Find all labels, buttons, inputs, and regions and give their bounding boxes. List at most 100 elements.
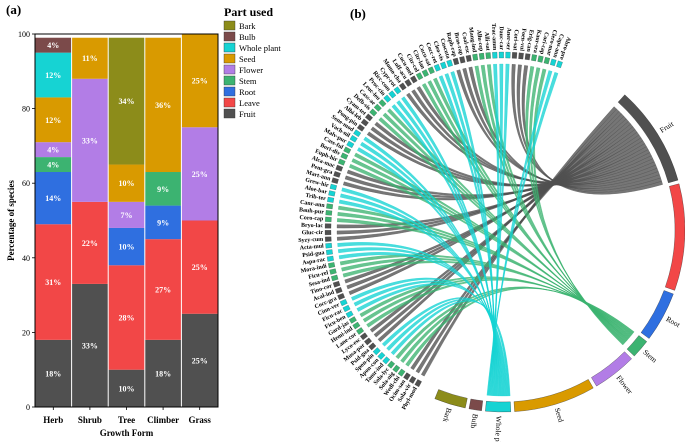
species-arc — [327, 196, 335, 203]
species-arc — [331, 177, 339, 184]
species-arc — [324, 230, 332, 236]
chord-link — [366, 131, 649, 187]
target-label: Seed — [553, 407, 566, 424]
bar-segment — [72, 37, 108, 79]
target-arc — [591, 351, 632, 387]
chord-link — [450, 71, 495, 396]
bar-segment — [181, 127, 218, 221]
species-label: Acta-mul — [300, 243, 325, 251]
legend-entry: Stem — [239, 76, 257, 86]
chord-link — [525, 66, 625, 345]
bar-value-label: 14% — [45, 194, 61, 203]
bar-value-label: 34% — [119, 97, 135, 106]
species-label: Coro-cap — [299, 215, 324, 222]
species-arc — [335, 164, 344, 172]
legend-entry: Whole plant — [239, 43, 281, 53]
bar-value-label: 7% — [121, 211, 133, 220]
bar-value-label: 27% — [155, 286, 171, 295]
bar-value-label: 33% — [82, 136, 98, 145]
target-label: Stem — [641, 348, 659, 365]
species-arc — [337, 293, 345, 300]
species-arc — [378, 99, 387, 108]
species-arc — [505, 51, 511, 59]
chord-link — [337, 212, 631, 338]
chord-link — [511, 64, 661, 191]
species-arc — [372, 347, 381, 356]
bar-segment — [181, 313, 218, 407]
bar-segment — [35, 224, 72, 340]
species-arc — [446, 59, 453, 68]
species-arc — [331, 274, 339, 282]
species-arc — [364, 337, 372, 346]
bar-segment — [145, 339, 181, 407]
chord-link — [410, 111, 622, 371]
bar-segment — [35, 172, 72, 225]
y-tick-label: 60 — [22, 179, 30, 188]
species-arc — [399, 82, 407, 91]
species-label: Bras-rap — [453, 32, 464, 56]
species-arc — [337, 158, 346, 166]
species-arc — [356, 327, 364, 335]
species-arc — [485, 52, 491, 59]
bar-segment — [181, 220, 218, 314]
y-tick-label: 0 — [26, 403, 30, 412]
legend-swatch — [223, 53, 236, 64]
species-arc — [326, 249, 333, 255]
bar-segment — [108, 265, 145, 370]
species-label: Kaur-sra — [532, 29, 542, 53]
bar-value-label: 18% — [155, 369, 171, 378]
species-arc — [377, 351, 386, 360]
species-label: Sesa-ind — [308, 277, 331, 289]
bar-value-label: 31% — [45, 278, 61, 287]
chord-link — [486, 64, 625, 344]
legend-title: Part used — [224, 5, 273, 19]
bar-value-label: 28% — [119, 313, 135, 322]
stacked-bar-chart: 18% 31% 14% 4% 4% 12% 12% 4% Herb 33% 22% 33% 11% Shr… — [6, 30, 219, 438]
species-arc — [325, 236, 332, 242]
bar-segment — [108, 201, 145, 228]
species-arc — [421, 69, 429, 77]
species-arc — [492, 51, 498, 59]
species-arc — [345, 310, 354, 318]
legend-swatch — [223, 20, 236, 31]
species-arc — [373, 103, 382, 112]
chord-link — [341, 187, 501, 397]
species-arc — [335, 287, 343, 294]
x-tick-label: Shrub — [78, 415, 102, 425]
chord-link — [360, 141, 499, 397]
chord-link — [468, 66, 660, 189]
target-label: Bulb — [469, 413, 480, 429]
species-arc — [346, 140, 355, 149]
species-arc — [326, 203, 334, 210]
target-arc — [434, 389, 468, 409]
panel-b-label: (b) — [350, 6, 366, 21]
species-arc — [368, 342, 377, 351]
chord-link — [344, 140, 645, 199]
y-tick-label: 20 — [22, 328, 30, 337]
y-axis-label: Percentage of species — [6, 180, 16, 261]
legend-swatch — [223, 97, 236, 108]
chord-link — [480, 64, 626, 344]
species-arc — [333, 171, 341, 178]
species-arc — [511, 52, 518, 59]
chord-link — [421, 106, 617, 377]
species-arc — [465, 54, 472, 62]
bar-value-label: 9% — [157, 185, 169, 194]
bar-segment — [35, 52, 72, 98]
bar-value-label: 4% — [47, 146, 59, 155]
bar-segment — [72, 201, 108, 284]
species-label: Psid-gua — [302, 250, 325, 259]
species-arc — [328, 190, 336, 197]
bar-segment — [72, 78, 108, 202]
species-arc — [410, 75, 418, 84]
species-arc — [550, 58, 557, 67]
bar-value-label: 10% — [119, 384, 135, 393]
target-arc — [626, 335, 647, 357]
chord-link — [416, 86, 656, 186]
bar-segment — [35, 97, 72, 143]
chord-link — [401, 96, 496, 396]
species-arc — [332, 280, 341, 288]
chord-link — [405, 287, 635, 367]
chord-link — [474, 65, 626, 343]
